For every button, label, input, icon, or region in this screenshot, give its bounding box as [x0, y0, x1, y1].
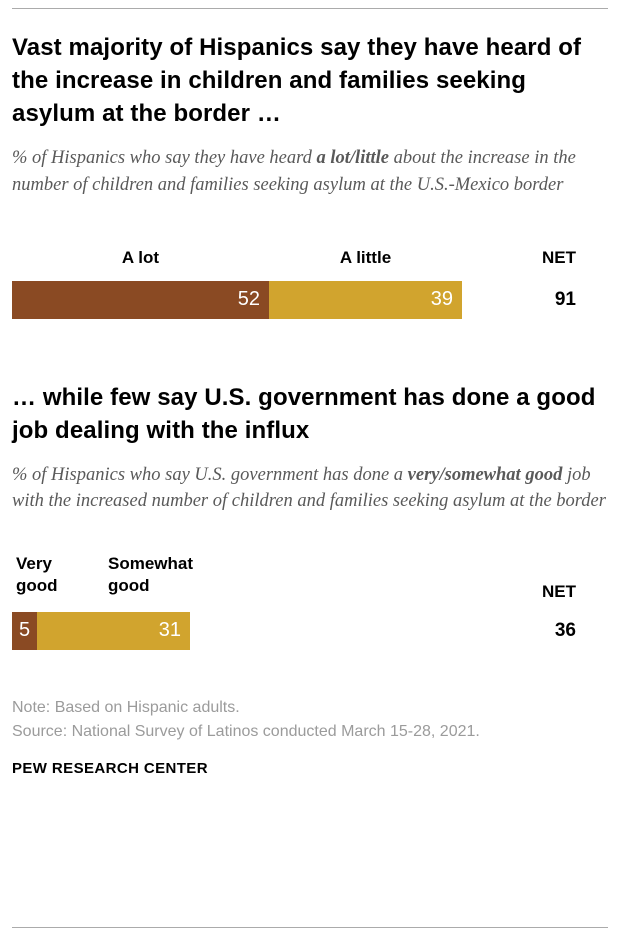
value-a-little: 39	[430, 288, 453, 311]
section1-title: Vast majority of Hispanics say they have…	[12, 34, 582, 128]
chart-good-job: Very good Somewhat good NET 5 31 36	[12, 553, 608, 650]
source-text: Source: National Survey of Latinos condu…	[12, 722, 480, 740]
value-somewhat-good: 31	[158, 619, 181, 642]
legend-somewhat-good: Somewhat good	[108, 553, 194, 595]
section1-subtitle: % of Hispanics who say they have heard a…	[12, 145, 608, 198]
brand-wordmark: PEW RESEARCH CENTER	[12, 759, 208, 777]
bar-segment-very-good: 5	[12, 611, 37, 650]
section2-subtitle: % of Hispanics who say U.S. government h…	[12, 462, 608, 515]
section2-title: … while few say U.S. government has done…	[12, 383, 596, 444]
bar-segment-a-lot: 52	[12, 280, 269, 319]
section1-subtitle-prefix: % of Hispanics who say they have heard	[12, 148, 317, 169]
bottom-divider	[12, 927, 608, 928]
chart1-net-label: NET	[542, 247, 576, 267]
chart2-net-value: 36	[554, 619, 576, 641]
section2-subtitle-bold: very/somewhat good	[407, 465, 563, 486]
legend-a-lot: A lot	[121, 247, 160, 267]
top-divider	[12, 8, 608, 9]
section1-subtitle-suffix: about the increase in the number of chil…	[12, 148, 576, 195]
legend-a-little: A little	[339, 247, 392, 267]
legend-very-good: Very good	[16, 553, 58, 595]
section2-subtitle-suffix: job with the increased number of childre…	[12, 465, 606, 512]
chart2-bar: 5 31 36	[12, 611, 608, 650]
value-very-good: 5	[18, 619, 31, 642]
chart1-net-value: 91	[554, 288, 576, 310]
chart1-legend-row: A lot A little NET	[12, 248, 608, 274]
section1-subtitle-bold: a lot/little	[316, 148, 389, 169]
section2-subtitle-prefix: % of Hispanics who say U.S. government h…	[12, 465, 408, 486]
chart2-net-label: NET	[542, 581, 576, 601]
chart2-legend-row: Very good Somewhat good NET	[12, 553, 608, 605]
bar-segment-somewhat-good: 31	[37, 611, 190, 650]
bar-segment-a-little: 39	[269, 280, 462, 319]
chart-heard-of-increase: A lot A little NET 52 39 91	[12, 248, 608, 319]
chart1-bar: 52 39 91	[12, 280, 608, 319]
footer: Note: Based on Hispanic adults. Source: …	[12, 696, 608, 777]
value-a-lot: 52	[237, 288, 260, 311]
note-text: Note: Based on Hispanic adults.	[12, 698, 240, 716]
